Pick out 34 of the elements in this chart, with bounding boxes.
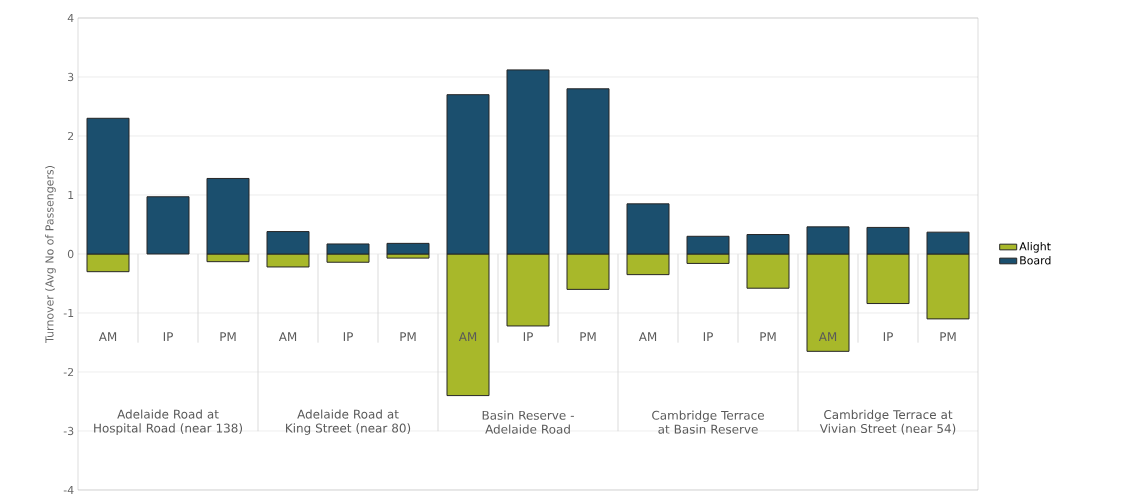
x-tick-label: IP: [703, 332, 713, 341]
x-tick-label: AM: [278, 332, 297, 341]
y-tick-label: -1: [63, 309, 74, 317]
annotation: Cambridge Terrace at Basin Reserve: [652, 410, 764, 434]
x-tick-label: PM: [580, 332, 596, 341]
annotation: Cambridge Terrace at Vivian Street (near 54): [819, 409, 956, 435]
y-tick-label: 1: [68, 191, 74, 199]
x-tick-label: AM: [458, 332, 477, 341]
x-tick-label: IP: [883, 332, 893, 341]
x-tick-label: IP: [523, 332, 533, 341]
x-tick-label: PM: [760, 332, 776, 341]
x-tick-label: AM: [638, 332, 657, 341]
x-tick-label: IP: [343, 332, 353, 341]
x-tick-label: PM: [940, 332, 956, 341]
legend-label: Board: [1020, 255, 1051, 265]
x-tick-label: PM: [400, 332, 416, 341]
y-tick-label: -3: [63, 426, 74, 436]
y-tick-label: 0: [67, 249, 74, 259]
x-tick-label: PM: [220, 332, 236, 341]
annotation: Adelaide Road at Hospital Road (near 138): [94, 409, 243, 435]
x-tick-label: AM: [98, 332, 117, 341]
x-tick-label: AM: [818, 332, 837, 341]
y-axis-title: Turnover (Avg No of Passengers): [45, 166, 56, 343]
legend-label: Alight: [1019, 242, 1051, 253]
annotation: Adelaide Road at King Street (near 80): [286, 409, 411, 435]
y-tick-label: -4: [63, 486, 74, 494]
bar: [386, 242, 430, 255]
y-tick-label: 4: [67, 14, 74, 22]
y-tick-label: 2: [67, 131, 74, 141]
annotation: Basin Reserve - Adelaide Road: [482, 410, 574, 434]
y-tick-label: 3: [68, 72, 74, 82]
y-tick-label: -2: [63, 367, 74, 377]
x-tick-label: IP: [163, 332, 173, 341]
bar: [146, 196, 190, 255]
